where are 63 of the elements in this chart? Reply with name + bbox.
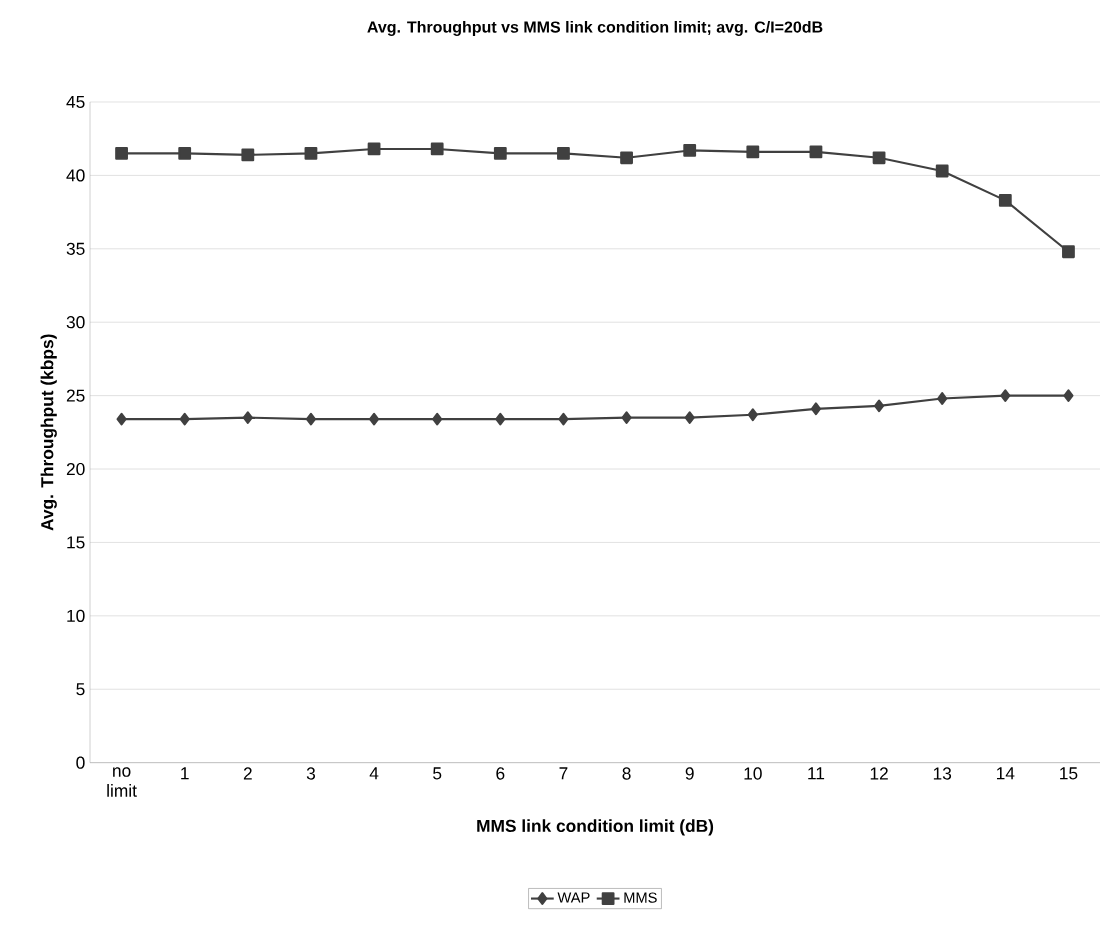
y-tick-label: 25 [66, 389, 85, 402]
x-tick-label: 8 [622, 767, 631, 780]
x-tick-label: 10 [744, 767, 762, 780]
point [305, 412, 317, 426]
point [1063, 389, 1074, 403]
point [809, 145, 823, 159]
point [747, 408, 758, 422]
point [178, 146, 192, 160]
point [1000, 389, 1011, 403]
point [430, 142, 444, 156]
legend-label: MMS [624, 892, 657, 903]
point [304, 146, 318, 160]
x-tick-label: 6 [496, 767, 505, 780]
y-tick-label: 5 [76, 683, 85, 696]
point [369, 412, 380, 426]
point [116, 412, 127, 426]
x-tick-label: no limit [107, 767, 137, 797]
point [810, 402, 822, 416]
y-tick-label: 10 [67, 609, 85, 622]
point [179, 412, 190, 426]
y-tick-label: 45 [66, 95, 85, 109]
point [998, 193, 1012, 207]
point [874, 399, 885, 413]
y-tick-label: 0 [76, 756, 85, 769]
x-tick-label: 15 [1060, 767, 1078, 780]
x-tick-label: 4 [369, 767, 379, 780]
point [493, 146, 507, 160]
point [367, 142, 381, 156]
point [621, 411, 632, 425]
point [115, 146, 128, 160]
point [746, 145, 760, 159]
point [241, 148, 255, 162]
x-tick-label: 11 [808, 767, 825, 780]
point [620, 151, 633, 165]
x-tick-label: 14 [997, 767, 1015, 780]
x-tick-label: 5 [433, 767, 442, 780]
x-tick-label: 13 [933, 767, 952, 780]
point [683, 144, 697, 157]
point [684, 411, 695, 425]
point [242, 411, 253, 425]
x-axis-title: MMS link condition limit (dB) [477, 819, 714, 836]
x-tick-label: 3 [306, 767, 316, 780]
y-tick-label: 40 [66, 169, 85, 182]
point [935, 164, 949, 178]
point [432, 412, 443, 426]
y-tick-label: 15 [67, 536, 85, 549]
chart-title: Avg. Throughput vs MMS link condition limit; avg. C/I=20dB [367, 20, 823, 36]
y-axis-title: Avg. Throughput (kbps) [40, 334, 57, 531]
point [558, 412, 569, 426]
x-tick-label: 2 [243, 767, 252, 780]
point [1062, 245, 1075, 259]
x-tick-label: 9 [685, 767, 694, 780]
point [557, 146, 570, 160]
x-tick-label: 12 [870, 767, 888, 780]
point [495, 412, 506, 426]
legend-label: WAP [557, 892, 590, 903]
x-tick-label: 1 [181, 767, 189, 780]
x-tick-label: 7 [559, 767, 568, 780]
y-tick-label: 30 [66, 316, 85, 329]
point [872, 151, 886, 165]
point [937, 392, 948, 405]
y-tick-label: 35 [66, 242, 85, 255]
y-tick-label: 20 [66, 462, 85, 476]
